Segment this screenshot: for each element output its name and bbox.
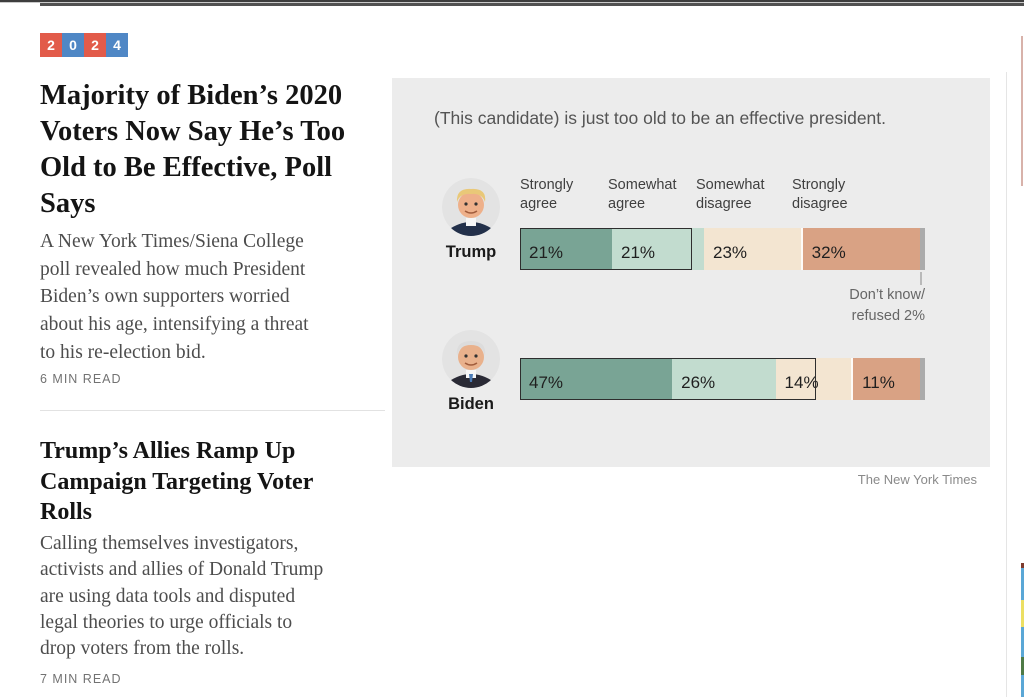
article-divider bbox=[40, 410, 385, 411]
bar-segment-label: 47% bbox=[529, 373, 564, 392]
badge-digit: 0 bbox=[62, 33, 84, 57]
bar-segment-label: 14% bbox=[784, 373, 819, 392]
bar-segment-strongly-disagree: 32% bbox=[802, 228, 921, 270]
bar-segment-label: 23% bbox=[713, 243, 748, 262]
badge-digit: 2 bbox=[84, 33, 106, 57]
bar-segment-somewhat-disagree: 14% bbox=[775, 358, 854, 400]
column-header-strongly-agree: Strongly agree bbox=[520, 177, 574, 213]
candidate-biden: Biden bbox=[433, 330, 509, 414]
window-top-border-highlight bbox=[0, 2, 1024, 3]
article-headline-biden-age-poll[interactable]: Majority of Biden’s 2020 Voters Now Say … bbox=[40, 80, 346, 219]
column-header-strongly-disagree: Strongly disagree bbox=[792, 177, 848, 213]
adjacent-image-edge-sliver bbox=[1021, 563, 1024, 697]
bar-segment-don-t-know-refused bbox=[920, 228, 925, 270]
column-divider bbox=[1006, 72, 1007, 697]
biden-avatar bbox=[442, 330, 500, 388]
poll-row-bar: 21% 21% 23% 32% bbox=[520, 228, 925, 270]
bar-segment-strongly-agree: 21% bbox=[520, 228, 612, 270]
bar-segment-somewhat-disagree: 23% bbox=[704, 228, 803, 270]
article-summary: A New York Times/Siena College poll reve… bbox=[40, 231, 309, 363]
chart-title: (This candidate) is just too old to be a… bbox=[434, 108, 887, 128]
bar-segment-label: 21% bbox=[529, 243, 564, 262]
candidate-name: Biden bbox=[448, 395, 494, 413]
window-top-border bbox=[0, 0, 1024, 2]
candidate-trump: Trump bbox=[433, 178, 509, 262]
election-2024-badge[interactable]: 2 0 2 4 bbox=[40, 33, 128, 57]
badge-digit: 4 bbox=[106, 33, 128, 57]
column-header-somewhat-agree: Somewhat agree bbox=[608, 177, 677, 213]
dont-know-annotation: Don’t know/ refused 2% bbox=[849, 287, 925, 325]
bar-segment-label: 11% bbox=[862, 373, 895, 392]
adjacent-chart-edge-sliver bbox=[1021, 36, 1023, 186]
poll-chart-panel[interactable]: (This candidate) is just too old to be a… bbox=[392, 78, 990, 467]
poll-row-bar: 47% 26% 14% 11% bbox=[520, 358, 925, 400]
bar-segment-label: 32% bbox=[811, 243, 846, 262]
article-headline-voter-rolls[interactable]: Trump’s Allies Ramp Up Campaign Targetin… bbox=[40, 438, 314, 526]
badge-digit: 2 bbox=[40, 33, 62, 57]
bar-segment-strongly-agree: 47% bbox=[520, 358, 673, 400]
bar-segment-don-t-know-refused bbox=[920, 358, 925, 400]
read-time-label: 6 MIN READ bbox=[40, 372, 122, 386]
chart-credit: The New York Times bbox=[857, 472, 977, 487]
bar-segment-label: 26% bbox=[681, 373, 716, 392]
candidate-name: Trump bbox=[445, 243, 497, 261]
bar-segment-somewhat-agree: 21% bbox=[612, 228, 704, 270]
read-time-label: 7 MIN READ bbox=[40, 672, 122, 686]
window-top-border-inner bbox=[40, 3, 1024, 6]
bar-segment-somewhat-agree: 26% bbox=[672, 358, 776, 400]
column-header-somewhat-disagree: Somewhat disagree bbox=[696, 177, 765, 213]
trump-avatar bbox=[442, 178, 500, 236]
bar-segment-label: 21% bbox=[621, 243, 656, 262]
bar-segment-strongly-disagree: 11% bbox=[853, 358, 921, 400]
dont-know-leader-line bbox=[920, 272, 922, 285]
article-summary: Calling themselves investigators, activi… bbox=[40, 533, 324, 660]
